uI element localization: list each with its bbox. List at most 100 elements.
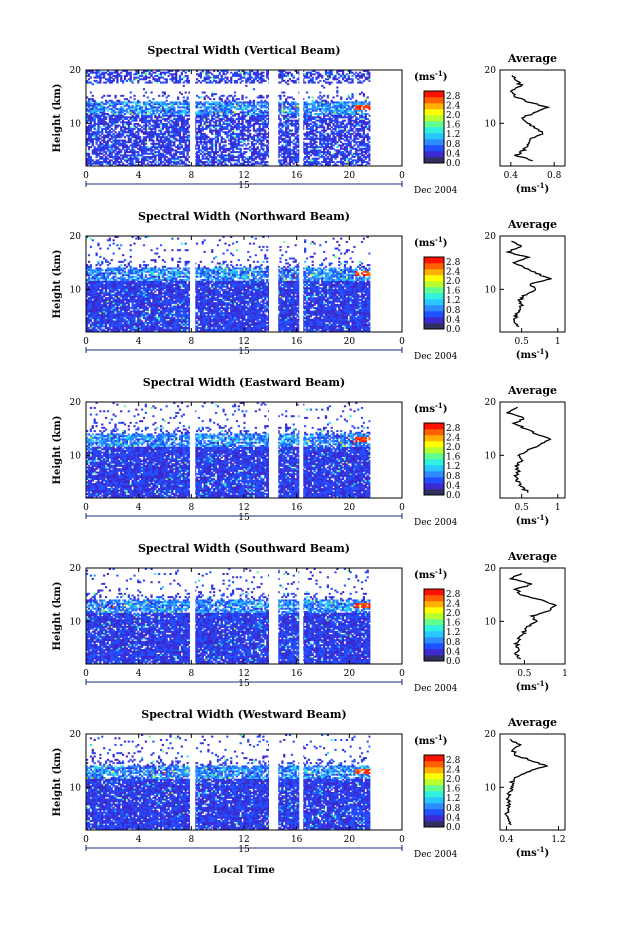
heatmap-cell xyxy=(143,131,145,133)
heatmap-cell xyxy=(168,126,170,128)
heatmap-cell xyxy=(200,96,202,98)
heatmap-cell xyxy=(319,95,321,97)
heatmap-cell xyxy=(234,125,236,127)
heatmap-cell xyxy=(287,125,289,127)
heatmap-cell xyxy=(162,101,164,103)
heatmap-cell xyxy=(162,140,164,142)
heatmap-cell xyxy=(101,136,103,138)
heatmap-cell xyxy=(296,144,298,146)
heatmap-cell xyxy=(204,101,206,103)
heatmap-cell xyxy=(289,108,291,110)
heatmap-cell xyxy=(319,80,321,82)
heatmap-cell xyxy=(289,136,291,138)
heatmap-cell xyxy=(245,120,247,122)
heatmap-cell xyxy=(314,82,316,84)
heatmap-cell xyxy=(348,158,350,160)
heatmap-cell xyxy=(226,101,228,103)
heatmap-cell xyxy=(361,92,363,94)
heatmap-cell xyxy=(143,136,145,138)
heatmap-cell xyxy=(196,111,198,113)
heatmap-cell xyxy=(219,115,221,117)
heatmap-cell xyxy=(223,154,225,156)
heatmap-cell xyxy=(128,154,130,156)
heatmap-cell xyxy=(177,156,179,158)
heatmap-cell xyxy=(351,72,353,74)
heatmap-cell xyxy=(327,133,329,135)
heatmap-cell xyxy=(240,111,242,113)
heatmap-cell xyxy=(215,140,217,142)
heatmap-cell xyxy=(308,77,310,79)
heatmap-cell xyxy=(149,80,151,82)
heatmap-cell xyxy=(145,82,147,84)
heatmap-cell xyxy=(266,161,268,163)
heatmap-cell xyxy=(217,154,219,156)
heatmap-cell xyxy=(204,133,206,135)
heatmap-cell xyxy=(332,131,334,133)
heatmap-cell xyxy=(209,72,211,74)
heatmap-cell xyxy=(132,140,134,142)
heatmap-cell xyxy=(363,120,365,122)
heatmap-cell xyxy=(156,106,158,108)
heatmap-cell xyxy=(114,101,116,103)
heatmap-cell xyxy=(213,151,215,153)
heatmap-cell xyxy=(283,73,285,75)
heatmap-cell xyxy=(215,93,217,95)
heatmap-cell xyxy=(105,78,107,80)
heatmap-cell xyxy=(152,120,154,122)
heatmap-cell xyxy=(351,159,353,161)
heatmap-cell xyxy=(202,151,204,153)
heatmap-cell xyxy=(107,154,109,156)
heatmap-cell xyxy=(226,158,228,160)
heatmap-cell xyxy=(105,121,107,123)
heatmap-cell xyxy=(202,92,204,94)
heatmap-cell xyxy=(185,100,187,102)
heatmap-cell xyxy=(308,108,310,110)
heatmap-cell xyxy=(230,133,232,135)
heatmap-cell xyxy=(135,113,137,115)
heatmap-cell xyxy=(332,123,334,125)
heatmap-cell xyxy=(128,151,130,153)
heatmap-cell xyxy=(319,131,321,133)
heatmap-cell xyxy=(177,96,179,98)
heatmap-cell xyxy=(126,80,128,82)
heatmap-cell xyxy=(92,83,94,85)
heatmap-cell xyxy=(209,120,211,122)
heatmap-cell xyxy=(264,161,266,163)
heatmap-cell xyxy=(240,116,242,118)
heatmap-cell xyxy=(99,101,101,103)
heatmap-cell xyxy=(211,77,213,79)
heatmap-cell xyxy=(196,120,198,122)
heatmap-cell xyxy=(179,92,181,94)
heatmap-cell xyxy=(124,75,126,77)
heatmap-cell xyxy=(312,73,314,75)
heatmap-cell xyxy=(240,163,242,165)
heatmap-cell xyxy=(111,131,113,133)
heatmap-cell xyxy=(107,101,109,103)
heatmap-cell xyxy=(323,113,325,115)
heatmap-cell xyxy=(162,161,164,163)
heatmap-cell xyxy=(319,149,321,151)
heatmap-cell xyxy=(149,131,151,133)
heatmap-cell xyxy=(92,95,94,97)
heatmap-cell xyxy=(207,158,209,160)
heatmap-cell xyxy=(236,118,238,120)
heatmap-cell xyxy=(139,154,141,156)
heatmap-cell xyxy=(103,82,105,84)
heatmap-cell xyxy=(234,111,236,113)
heatmap-cell xyxy=(175,146,177,148)
heatmap-cell xyxy=(166,108,168,110)
heatmap-cell xyxy=(105,82,107,84)
heatmap-cell xyxy=(207,96,209,98)
heatmap-cell xyxy=(351,133,353,135)
heatmap-cell xyxy=(130,106,132,108)
heatmap-cell xyxy=(173,82,175,84)
heatmap-cell xyxy=(289,103,291,105)
heatmap-cell xyxy=(241,95,243,97)
heatmap-cell xyxy=(120,154,122,156)
heatmap-cell xyxy=(101,96,103,98)
heatmap-cell xyxy=(291,141,293,143)
heatmap-cell xyxy=(255,130,257,132)
heatmap-cell xyxy=(224,123,226,125)
heatmap-cell xyxy=(266,106,268,108)
